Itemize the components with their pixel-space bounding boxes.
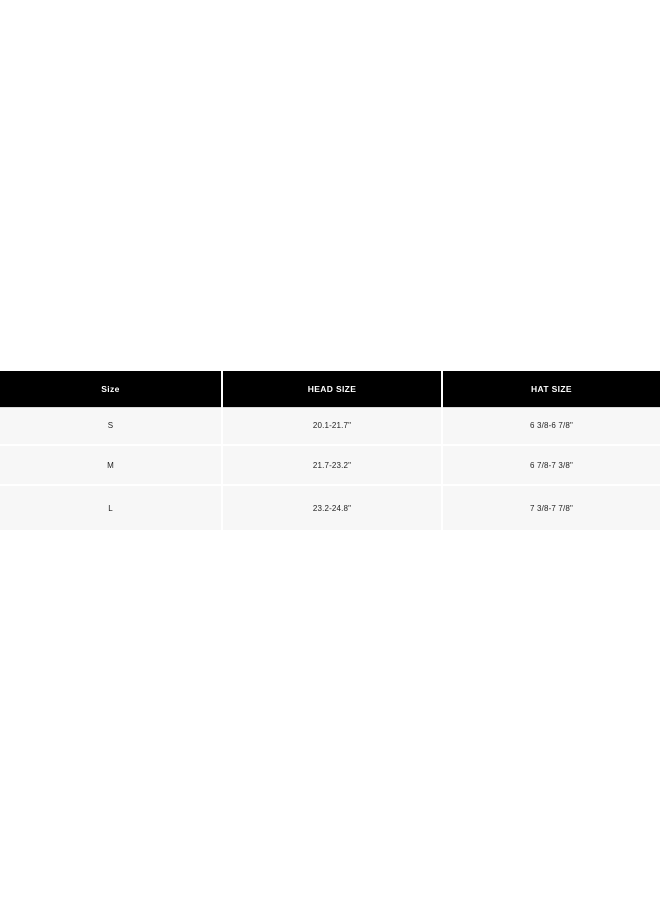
table-row: L 23.2-24.8" 7 3/8-7 7/8" <box>0 485 660 530</box>
column-header-size: Size <box>0 371 223 408</box>
cell-size: S <box>0 407 223 446</box>
cell-head-size: 20.1-21.7" <box>222 407 443 446</box>
table-row: M 21.7-23.2" 6 7/8-7 3/8" <box>0 445 660 486</box>
cell-hat-size: 6 7/8-7 3/8" <box>442 445 660 486</box>
cell-hat-size: 7 3/8-7 7/8" <box>442 485 660 530</box>
cell-hat-size: 6 3/8-6 7/8" <box>442 407 660 446</box>
cell-head-size: 23.2-24.8" <box>222 485 443 530</box>
size-chart-body: S 20.1-21.7" 6 3/8-6 7/8" M 21.7-23.2" 6… <box>0 407 660 530</box>
cell-size: L <box>0 485 223 530</box>
cell-head-size: 21.7-23.2" <box>222 445 443 486</box>
table-header-row: Size HEAD SIZE HAT SIZE <box>0 371 660 408</box>
size-chart-table: Size HEAD SIZE HAT SIZE S 20.1-21.7" 6 3… <box>0 371 660 530</box>
size-chart-container: Size HEAD SIZE HAT SIZE S 20.1-21.7" 6 3… <box>0 371 660 530</box>
column-header-head-size: HEAD SIZE <box>222 371 443 408</box>
size-chart-head: Size HEAD SIZE HAT SIZE <box>0 371 660 408</box>
column-header-hat-size: HAT SIZE <box>442 371 660 408</box>
table-row: S 20.1-21.7" 6 3/8-6 7/8" <box>0 407 660 446</box>
cell-size: M <box>0 445 223 486</box>
